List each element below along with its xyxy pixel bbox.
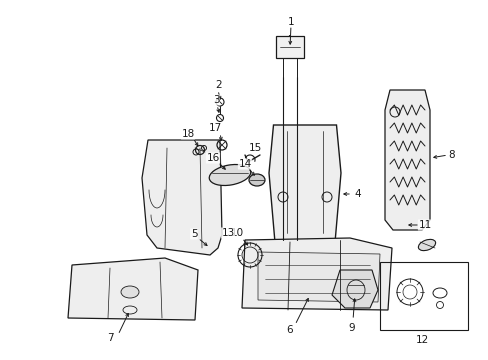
Polygon shape: [142, 140, 222, 255]
Text: 14: 14: [238, 159, 251, 169]
Text: 4: 4: [354, 189, 361, 199]
Polygon shape: [331, 270, 377, 308]
Text: 6: 6: [286, 325, 293, 335]
Text: 7: 7: [106, 333, 113, 343]
Text: 13: 13: [221, 228, 234, 238]
Ellipse shape: [121, 286, 139, 298]
Text: 5: 5: [190, 229, 197, 239]
Text: 2: 2: [215, 80, 222, 90]
Polygon shape: [258, 252, 379, 302]
Polygon shape: [384, 90, 429, 230]
Polygon shape: [242, 238, 391, 310]
Text: 1: 1: [287, 17, 294, 27]
Text: 3: 3: [212, 95, 219, 105]
Polygon shape: [268, 125, 340, 243]
Ellipse shape: [209, 165, 250, 185]
Text: 18: 18: [181, 129, 194, 139]
Text: 11: 11: [418, 220, 431, 230]
Ellipse shape: [418, 239, 435, 251]
Text: 10: 10: [230, 228, 243, 238]
Ellipse shape: [248, 174, 264, 186]
Polygon shape: [275, 36, 304, 58]
Text: 16: 16: [206, 153, 219, 163]
Bar: [379, 262, 467, 330]
Text: 9: 9: [348, 323, 355, 333]
Polygon shape: [68, 258, 198, 320]
Text: 15: 15: [248, 143, 261, 153]
Text: 12: 12: [414, 335, 428, 345]
Text: 17: 17: [208, 123, 221, 133]
Text: 8: 8: [448, 150, 454, 160]
